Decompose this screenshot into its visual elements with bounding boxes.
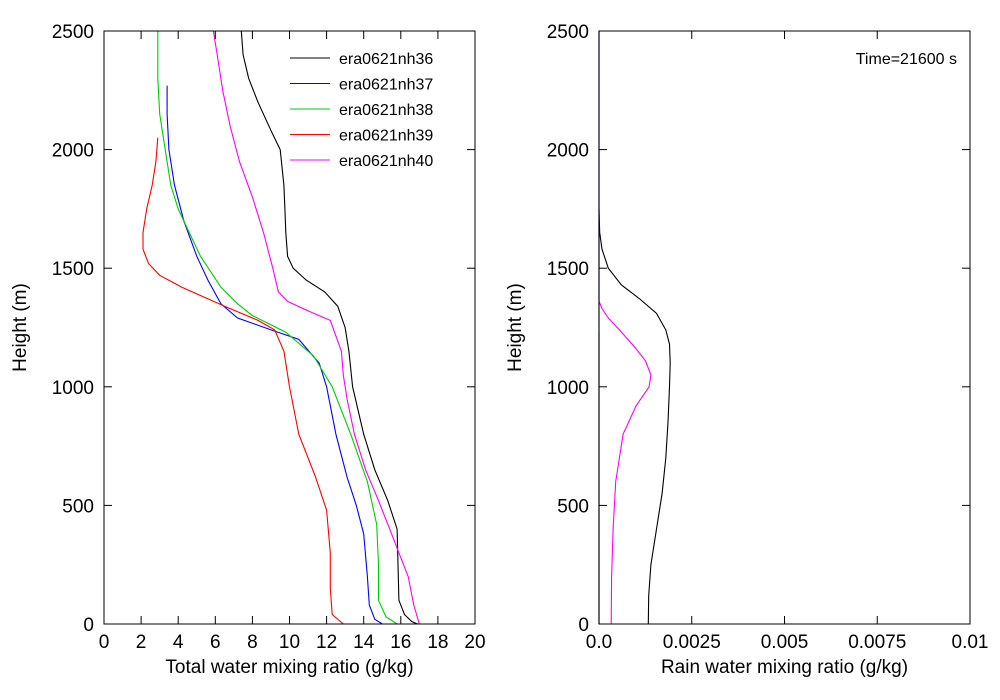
x-tick-label: 0.0 bbox=[586, 632, 612, 653]
x-tick-label: 0.005 bbox=[761, 632, 809, 653]
y-tick-label: 1000 bbox=[547, 378, 589, 399]
x-tick-label: 10 bbox=[279, 632, 300, 653]
y-tick-label: 1500 bbox=[52, 259, 94, 280]
time-annotation: Time=21600 s bbox=[856, 51, 957, 68]
y-tick-label: 1500 bbox=[547, 259, 589, 280]
x-tick-label: 2 bbox=[136, 632, 147, 653]
x-tick-label: 0.0075 bbox=[848, 632, 906, 653]
legend: era0621nh36 era0621nh37 era0621nh38 era0621… bbox=[290, 51, 433, 170]
series-line-era0621nh36 bbox=[240, 30, 418, 625]
series-line-era0621nh39 bbox=[142, 137, 344, 625]
series-line-era0621nh40 bbox=[212, 30, 420, 625]
plot-frame bbox=[103, 30, 476, 625]
y-tick-label: 500 bbox=[62, 496, 94, 517]
rain-water-panel: 0.0 0.0025 0.005 0.0075 0.01 0 500 1000 1500 2000… bbox=[505, 22, 988, 678]
series-line-era0621nh38 bbox=[157, 31, 398, 625]
legend-label-era0621nh39: era0621nh39 bbox=[339, 128, 433, 145]
x-tick-label: 18 bbox=[427, 632, 448, 653]
series-line-era0621nh37 bbox=[166, 85, 383, 625]
x-tick-label: 16 bbox=[390, 632, 411, 653]
y-tick-label: 1000 bbox=[52, 378, 94, 399]
y-axis-title: Height (m) bbox=[505, 283, 526, 372]
x-tick-label: 20 bbox=[464, 632, 485, 653]
total-water-panel: 0 2 4 6 8 10 12 14 16 18 20 0 500 1000 1500 2000 2500 Tot… bbox=[10, 22, 486, 678]
y-tick-label: 2500 bbox=[52, 22, 94, 43]
y-tick-label: 2000 bbox=[52, 141, 94, 162]
legend-label-era0621nh38: era0621nh38 bbox=[339, 102, 433, 119]
x-tick-label: 0.0025 bbox=[663, 632, 721, 653]
x-tick-label: 8 bbox=[247, 632, 258, 653]
x-tick-label: 0.01 bbox=[952, 632, 989, 653]
x-axis-title: Rain water mixing ratio (g/kg) bbox=[661, 657, 908, 678]
y-tick-label: 500 bbox=[557, 496, 589, 517]
series-line-era0621nh40 bbox=[598, 301, 652, 625]
plot-frame bbox=[598, 30, 971, 625]
x-tick-label: 12 bbox=[316, 632, 337, 653]
legend-label-era0621nh37: era0621nh37 bbox=[339, 77, 433, 94]
x-tick-label: 4 bbox=[173, 632, 184, 653]
y-tick-label: 2000 bbox=[547, 141, 589, 162]
legend-label-era0621nh36: era0621nh36 bbox=[339, 51, 433, 68]
series-line-era0621nh36 bbox=[598, 208, 671, 625]
x-tick-label: 6 bbox=[210, 632, 221, 653]
x-tick-label: 14 bbox=[353, 632, 375, 653]
y-tick-label: 2500 bbox=[547, 22, 589, 43]
x-axis-title: Total water mixing ratio (g/kg) bbox=[165, 657, 413, 678]
y-axis-title: Height (m) bbox=[10, 283, 31, 372]
y-tick-label: 0 bbox=[578, 615, 589, 636]
y-tick-label: 0 bbox=[83, 615, 94, 636]
legend-label-era0621nh40: era0621nh40 bbox=[339, 153, 433, 170]
x-tick-label: 0 bbox=[99, 632, 110, 653]
